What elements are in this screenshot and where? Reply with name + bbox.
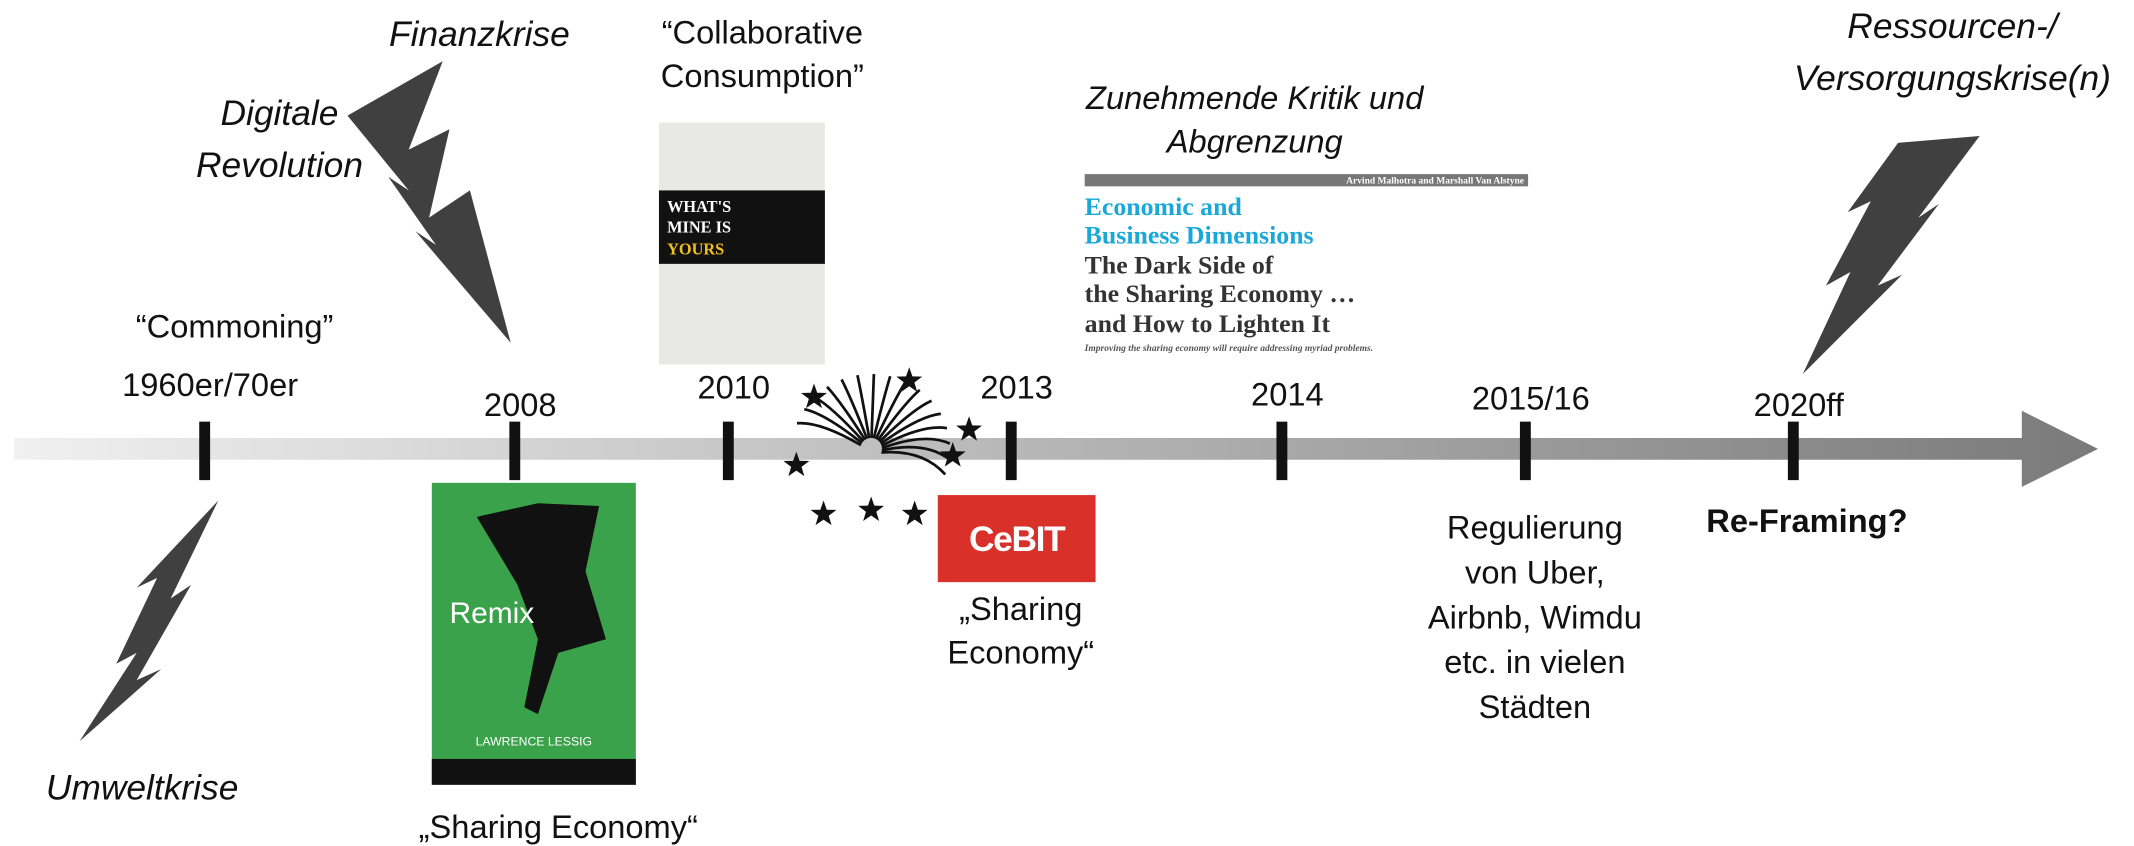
article-title: and How to Lighten It (1085, 309, 1331, 338)
book-cover: WHAT'S MINE IS YOURS (659, 122, 825, 364)
regulation-line: Airbnb, Wimdu (1428, 598, 1642, 635)
crisis-label: Revolution (196, 146, 363, 185)
book-title: MINE IS (667, 218, 731, 237)
regulation-line: von Uber, (1465, 553, 1605, 590)
event-label: Zunehmende Kritik und (1085, 79, 1424, 116)
article-section: Business Dimensions (1085, 220, 1314, 249)
book-title: Remix (450, 597, 535, 630)
star (811, 501, 837, 526)
crisis-label: Finanzkrise (389, 15, 570, 54)
event-label: Abgrenzung (1165, 122, 1343, 159)
year-label: 2014 (1251, 375, 1324, 412)
year-label: 2010 (697, 369, 770, 406)
crisis-label: Umweltkrise (46, 769, 239, 808)
year-label: 2008 (484, 386, 557, 423)
logo-text: CeBIT (969, 520, 1066, 559)
book-author: LAWRENCE LESSIG (476, 734, 592, 748)
year-label: 2015/16 (1472, 379, 1590, 416)
star (956, 416, 982, 441)
article-authors: Arvind Malhotra and Marshall Van Alstyne (1346, 177, 1524, 187)
regulation-text: Regulierung von Uber, Airbnb, Wimdu etc. in… (1428, 509, 1642, 726)
crisis-label: Ressourcen-/ (1847, 7, 2060, 46)
book-cover: Remix LAWRENCE LESSIG (432, 483, 636, 785)
year-labels: 1960er/70er 2008 2010 2013 2014 2015/16 2020ff (122, 366, 1845, 423)
event-label: „Sharing (959, 590, 1082, 627)
crisis-label: Digitale (221, 94, 339, 133)
event-label: “Commoning” (136, 307, 334, 344)
tick (509, 422, 520, 480)
year-label: 2013 (980, 369, 1053, 406)
tick (1006, 422, 1017, 480)
timeline-diagram: 1960er/70er 2008 2010 2013 2014 2015/16 2020ff… (0, 0, 2134, 846)
regulation-line: etc. in vielen (1444, 643, 1625, 680)
star (902, 501, 928, 526)
article-title: The Dark Side of (1085, 250, 1274, 279)
book-title: YOURS (667, 239, 724, 258)
star (858, 496, 884, 521)
book-title: WHAT'S (667, 197, 731, 216)
regulation-line: Regulierung (1447, 509, 1623, 546)
spark (872, 374, 874, 438)
tick (1520, 422, 1531, 480)
star (801, 384, 827, 409)
event-label: “Collaborative (662, 14, 863, 51)
tick (1276, 422, 1287, 480)
tick (1788, 422, 1799, 480)
event-label: „Sharing Economy“ (419, 808, 698, 845)
event-label: Economy“ (947, 634, 1094, 671)
year-label: 2020ff (1754, 386, 1845, 423)
regulation-line: Städten (1479, 688, 1591, 725)
tick (199, 422, 210, 480)
cebit-logo: CeBIT (938, 495, 1096, 582)
article-section: Economic and (1085, 192, 1243, 221)
crisis-label: Versorgungskrise(n) (1794, 59, 2111, 98)
article-clip: Arvind Malhotra and Marshall Van Alstyne… (1084, 174, 1528, 354)
event-label: Re-Framing? (1706, 502, 1907, 539)
star (896, 367, 922, 392)
article-title: the Sharing Economy … (1085, 279, 1356, 308)
event-label: Consumption” (661, 57, 864, 94)
year-label: 1960er/70er (122, 366, 298, 403)
article-subtitle: Improving the sharing economy will requi… (1084, 344, 1373, 354)
tick (723, 422, 734, 480)
